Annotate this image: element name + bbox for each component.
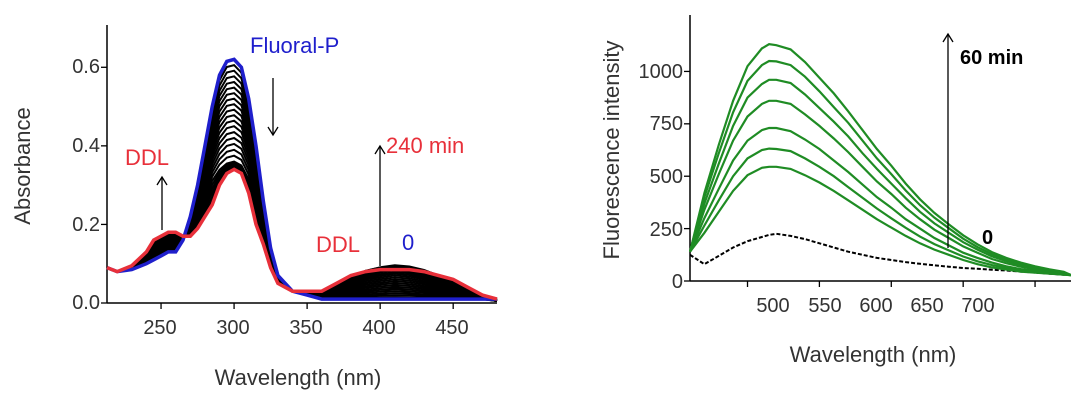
fluorescence-y-tick-label: 750 (650, 113, 683, 135)
arrow-up-fluorescence (942, 32, 954, 248)
fluorescence-y-tick-label: 1000 (639, 61, 684, 83)
absorbance-intermediate-series (106, 92, 498, 302)
absorbance-intermediate-series (106, 69, 498, 301)
absorbance-y-tick-label: 0.6 (72, 56, 100, 78)
annotation-zero-left: 0 (402, 230, 414, 255)
absorbance-final-series (106, 167, 498, 301)
absorbance-y-tick-label: 0.4 (72, 135, 100, 157)
fluorescence-series-4 (688, 99, 1071, 277)
absorbance-x-axis-title: Wavelength (nm) (215, 365, 382, 390)
absorbance-intermediate-series (106, 86, 498, 301)
absorbance-x-tick-label: 300 (216, 317, 249, 339)
absorbance-series (106, 57, 498, 302)
absorbance-x-tick-label: 400 (362, 317, 395, 339)
absorbance-x-tick-label: 450 (435, 317, 468, 339)
fluorescence-y-tick-label: 0 (672, 271, 683, 293)
absorbance-initial-series (106, 57, 497, 301)
fluorescence-chart: 0 250 500 750 1000 500 550 600 650 700 W… (599, 15, 1071, 367)
absorbance-intermediate-series (106, 97, 498, 302)
fluorescence-baseline-series (689, 232, 1071, 277)
absorbance-intermediate-series (106, 75, 498, 301)
arrow-up-ddl-left (156, 175, 168, 230)
arrow-up-ddl-right (374, 144, 386, 266)
absorbance-y-axis-title: Absorbance (10, 107, 35, 224)
absorbance-x-tick-label: 350 (289, 317, 322, 339)
annotation-zero-right: 0 (982, 227, 993, 249)
absorbance-intermediate-series (106, 58, 497, 301)
fluorescence-series-2 (689, 147, 1071, 277)
fluorescence-y-tick-label: 250 (650, 219, 683, 241)
absorbance-ticks (101, 66, 454, 309)
fluorescence-series-6 (688, 59, 1071, 277)
fluorescence-series-7 (688, 43, 1071, 277)
fluorescence-y-axis-title: Fluorescence intensity (599, 41, 624, 260)
arrow-down-fluoral (267, 78, 279, 137)
annotation-ddl-right: DDL (316, 232, 360, 257)
fluorescence-x-tick-label: 500 (756, 295, 789, 317)
absorbance-chart: 0.0 0.2 0.4 0.6 250 300 350 400 450 Wave… (10, 25, 498, 390)
fluorescence-ticks (684, 70, 1036, 287)
annotation-240-min: 240 min (386, 133, 464, 158)
fluorescence-y-tick-label: 500 (650, 166, 683, 188)
fluorescence-x-tick-label: 650 (910, 295, 943, 317)
fluorescence-series-1 (689, 165, 1071, 277)
absorbance-y-tick-label: 0.0 (72, 292, 100, 314)
fluorescence-x-tick-label: 550 (808, 295, 841, 317)
absorbance-x-tick-label: 250 (143, 317, 176, 339)
absorbance-intermediate-series (106, 80, 498, 301)
absorbance-y-tick-label: 0.2 (72, 214, 100, 236)
absorbance-intermediate-series (106, 148, 498, 302)
fluorescence-series-5 (688, 78, 1071, 277)
fluorescence-x-tick-label: 600 (859, 295, 892, 317)
annotation-fluoral-p: Fluoral-P (250, 33, 339, 58)
annotation-ddl-left: DDL (125, 145, 169, 170)
fluorescence-series (688, 43, 1071, 277)
fluorescence-x-tick-label: 700 (961, 295, 994, 317)
fluorescence-series-3 (688, 126, 1071, 277)
fluorescence-x-axis-title: Wavelength (nm) (790, 342, 957, 367)
annotation-60-min: 60 min (960, 47, 1023, 69)
